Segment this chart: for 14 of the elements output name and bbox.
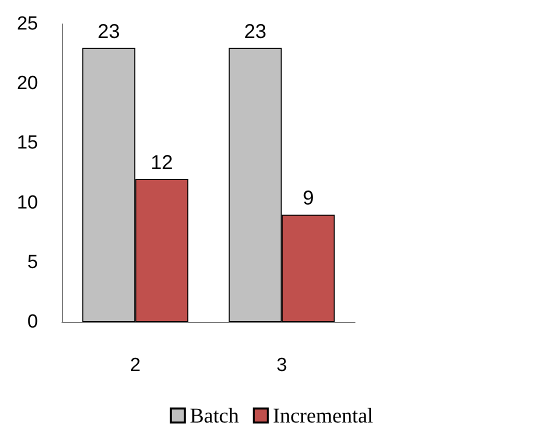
data-label: 12 — [150, 152, 173, 174]
x-tick-label: 2 — [130, 355, 141, 376]
data-label: 23 — [98, 20, 120, 43]
data-label: 9 — [302, 188, 314, 210]
data-label: 23 — [244, 20, 266, 43]
legend-label: Incremental — [272, 404, 374, 428]
y-tick-label: 20 — [16, 73, 38, 94]
y-tick-label: 25 — [16, 14, 38, 34]
y-tick-label: 15 — [16, 132, 38, 154]
x-tick-label: 3 — [276, 355, 288, 376]
legend-label: Batch — [190, 404, 240, 428]
y-tick-label: 10 — [16, 192, 38, 214]
y-tick-label: 5 — [27, 252, 38, 273]
y-tick-label: 0 — [27, 312, 38, 332]
